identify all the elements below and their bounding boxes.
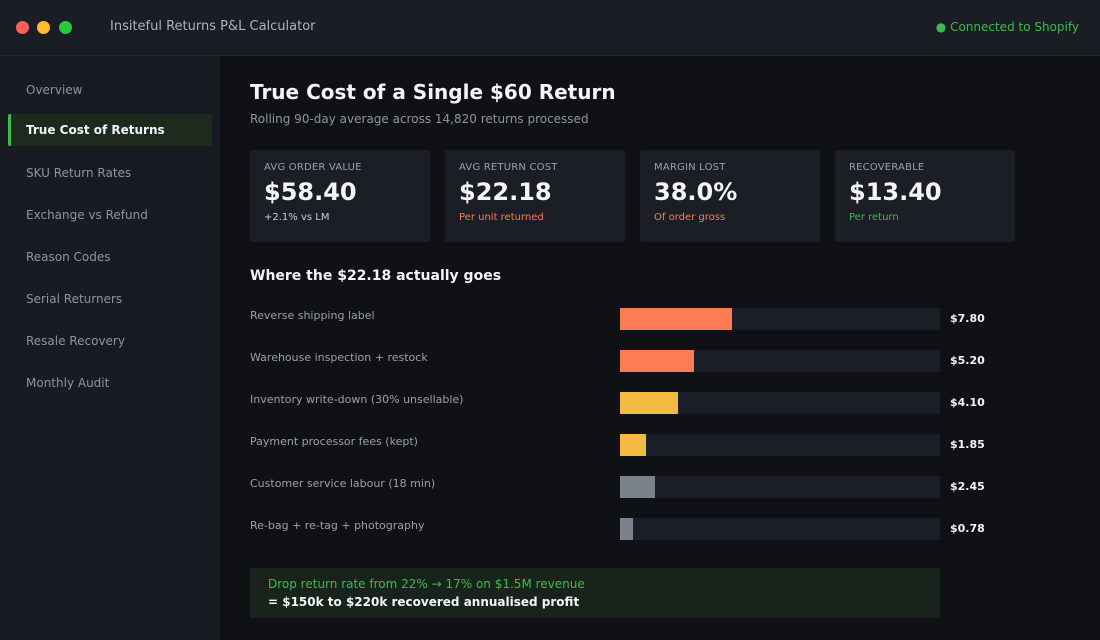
app-title: Insiteful Returns P&L Calculator xyxy=(110,19,316,34)
kpi-value: 38.0% xyxy=(654,178,738,206)
minimize-window-button[interactable] xyxy=(37,21,50,34)
breakdown-bar-fill xyxy=(620,518,633,540)
breakdown-title: Where the $22.18 actually goes xyxy=(250,268,502,284)
kpi-label: AVG RETURN COST xyxy=(459,162,558,173)
kpi-card-avg-order-value: AVG ORDER VALUE $58.40 +2.1% vs LM xyxy=(250,150,430,242)
kpi-note: +2.1% vs LM xyxy=(264,212,330,223)
kpi-card-margin-lost: MARGIN LOST 38.0% Of order gross xyxy=(640,150,820,242)
breakdown-bar-fill xyxy=(620,476,656,498)
page-title: True Cost of a Single $60 Return xyxy=(250,80,616,104)
breakdown-bar-track xyxy=(620,350,940,372)
callout-headline: Drop return rate from 22% → 17% on $1.5M… xyxy=(268,577,585,591)
sidebar-item-sku-return-rates[interactable]: SKU Return Rates xyxy=(26,166,132,180)
insight-callout: Drop return rate from 22% → 17% on $1.5M… xyxy=(250,568,940,618)
kpi-label: AVG ORDER VALUE xyxy=(264,162,362,173)
breakdown-bar-fill xyxy=(620,434,646,456)
breakdown-bar-fill xyxy=(620,350,694,372)
sidebar-item-reason-codes[interactable]: Reason Codes xyxy=(26,250,111,264)
breakdown-value: $7.80 xyxy=(950,312,985,325)
connection-status: ● Connected to Shopify xyxy=(935,20,1079,34)
sidebar-item-overview[interactable]: Overview xyxy=(26,83,83,97)
kpi-value: $58.40 xyxy=(264,178,357,206)
breakdown-bar-track xyxy=(620,308,940,330)
breakdown-bar-track xyxy=(620,476,940,498)
kpi-label: MARGIN LOST xyxy=(654,162,726,173)
breakdown-value: $2.45 xyxy=(950,480,985,493)
breakdown-bar-track xyxy=(620,434,940,456)
sidebar: Overview True Cost of Returns SKU Return… xyxy=(0,56,220,640)
breakdown-bar-track xyxy=(620,518,940,540)
breakdown-bar-fill xyxy=(620,308,732,330)
maximize-window-button[interactable] xyxy=(59,21,72,34)
breakdown-label: Re-bag + re-tag + photography xyxy=(250,519,425,532)
kpi-value: $22.18 xyxy=(459,178,552,206)
breakdown-label: Customer service labour (18 min) xyxy=(250,477,436,490)
kpi-label: RECOVERABLE xyxy=(849,162,925,173)
callout-result: = $150k to $220k recovered annualised pr… xyxy=(268,595,580,609)
title-bar: Insiteful Returns P&L Calculator ● Conne… xyxy=(0,0,1100,56)
breakdown-label: Payment processor fees (kept) xyxy=(250,435,418,448)
kpi-note: Per return xyxy=(849,212,899,223)
kpi-card-recoverable: RECOVERABLE $13.40 Per return xyxy=(835,150,1015,242)
kpi-card-avg-return-cost: AVG RETURN COST $22.18 Per unit returned xyxy=(445,150,625,242)
breakdown-label: Inventory write-down (30% unsellable) xyxy=(250,393,464,406)
breakdown-bar-fill xyxy=(620,392,678,414)
breakdown-value: $0.78 xyxy=(950,522,985,535)
kpi-note: Per unit returned xyxy=(459,212,544,223)
breakdown-value: $4.10 xyxy=(950,396,985,409)
sidebar-item-exchange-vs-refund[interactable]: Exchange vs Refund xyxy=(26,208,148,222)
sidebar-item-true-cost-of-returns[interactable]: True Cost of Returns xyxy=(8,114,212,146)
sidebar-item-monthly-audit[interactable]: Monthly Audit xyxy=(26,376,110,390)
breakdown-bar-track xyxy=(620,392,940,414)
sidebar-item-serial-returners[interactable]: Serial Returners xyxy=(26,292,123,306)
sidebar-item-resale-recovery[interactable]: Resale Recovery xyxy=(26,334,125,348)
kpi-note: Of order gross xyxy=(654,212,726,223)
main-content: True Cost of a Single $60 Return Rolling… xyxy=(220,56,1100,640)
close-window-button[interactable] xyxy=(16,21,29,34)
page-subtitle: Rolling 90-day average across 14,820 ret… xyxy=(250,112,589,126)
kpi-value: $13.40 xyxy=(849,178,942,206)
breakdown-label: Reverse shipping label xyxy=(250,309,375,322)
breakdown-label: Warehouse inspection + restock xyxy=(250,351,428,364)
breakdown-value: $1.85 xyxy=(950,438,985,451)
breakdown-value: $5.20 xyxy=(950,354,985,367)
